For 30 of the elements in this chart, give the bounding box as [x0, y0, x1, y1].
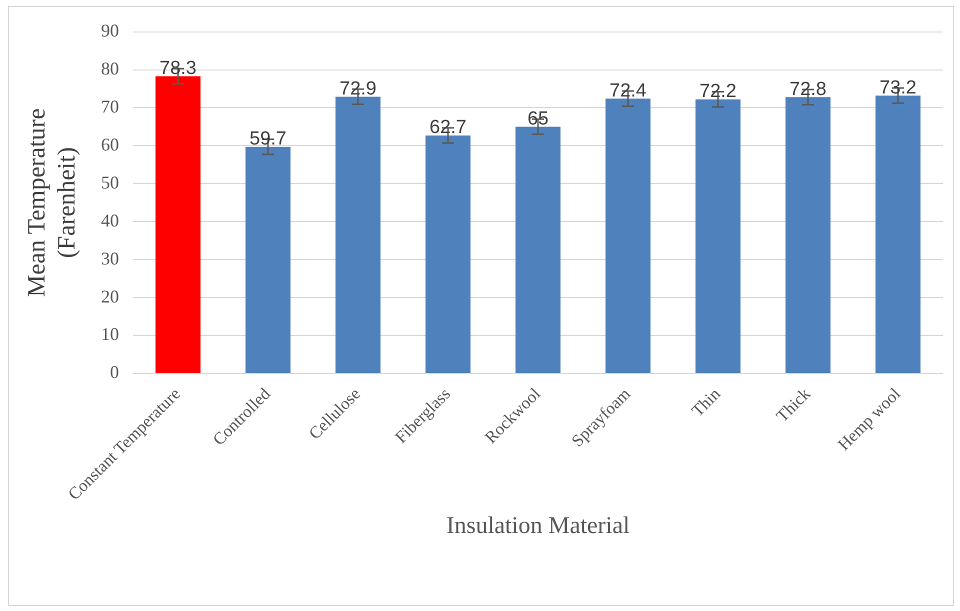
bar: [156, 76, 200, 373]
y-tick-label: 10: [101, 324, 119, 344]
bar: [606, 98, 650, 373]
bar: [696, 99, 740, 373]
y-tick-label: 90: [101, 20, 119, 41]
y-tick-label: 60: [101, 134, 119, 154]
bar: [336, 96, 380, 373]
bar: [516, 126, 560, 373]
data-label: 72.8: [790, 78, 826, 100]
data-label: 72.2: [700, 81, 736, 102]
bar: [876, 96, 920, 373]
x-tick-label: Thin: [688, 384, 724, 420]
data-label: 73.2: [880, 77, 916, 98]
y-tick-label: 20: [101, 286, 119, 306]
y-tick-label: 30: [101, 248, 119, 268]
x-axis-title: Insulation Material: [446, 512, 630, 539]
y-axis-title: Mean Temperature (Farenheit): [24, 108, 81, 297]
bar: [246, 146, 290, 373]
data-label: 72.4: [610, 80, 647, 102]
y-tick-label: 70: [101, 96, 119, 116]
y-tick-label: 50: [101, 172, 119, 192]
bar: [786, 97, 830, 373]
data-label: 72.9: [340, 78, 376, 100]
bar: [426, 135, 470, 373]
data-label: 59.7: [250, 128, 286, 150]
y-tick-label: 40: [101, 210, 119, 230]
data-label: 78.3: [160, 58, 196, 79]
data-label: 62.7: [430, 117, 466, 138]
y-tick-label: 0: [110, 362, 119, 382]
y-tick-label: 80: [101, 58, 119, 78]
